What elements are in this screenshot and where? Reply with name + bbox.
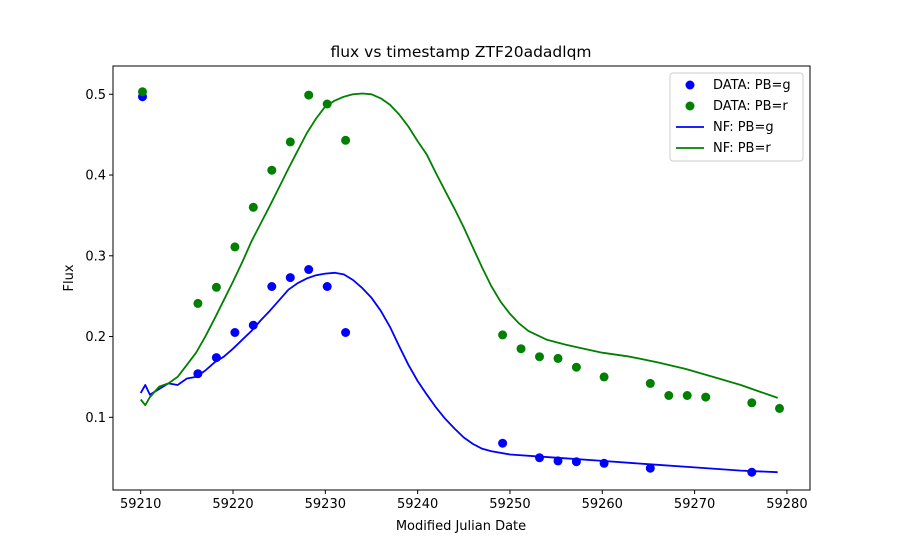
data-point-data-pb-r	[701, 392, 711, 402]
data-point-data-pb-r	[211, 282, 221, 292]
series-line-nf-pb-r	[139, 92, 778, 407]
y-tick-label: 0.1	[85, 411, 106, 426]
data-point-data-pb-r	[285, 137, 295, 147]
x-tick-label: 59260	[582, 497, 623, 512]
legend-label-data-r: DATA: PB=r	[713, 99, 788, 114]
legend-box	[669, 72, 804, 162]
legend-marker-data-g	[685, 80, 695, 90]
data-point-data-pb-r	[193, 298, 203, 308]
data-point-data-pb-g	[553, 456, 563, 466]
y-tick-label: 0.4	[85, 169, 106, 184]
x-axis-label: Modified Julian Date	[396, 519, 526, 534]
data-point-data-pb-g	[322, 282, 332, 291]
data-point-data-pb-g	[599, 458, 609, 468]
legend-marker-data-r	[685, 101, 695, 111]
data-point-data-pb-r	[248, 202, 258, 212]
data-point-data-pb-r	[138, 87, 147, 97]
legend-label-nf-g: NF: PB=g	[713, 120, 774, 135]
data-point-data-pb-g	[747, 467, 757, 477]
data-point-data-pb-g	[571, 457, 581, 467]
legend-label-data-g: DATA: PB=g	[713, 78, 791, 93]
data-point-data-pb-g	[535, 453, 544, 463]
data-point-data-pb-r	[304, 90, 314, 100]
data-point-data-pb-g	[211, 353, 221, 363]
y-axis-label: Flux	[62, 264, 77, 291]
data-point-data-pb-r	[664, 391, 674, 400]
legend-label-nf-r: NF: PB=r	[713, 141, 771, 156]
chart-title: flux vs timestamp ZTF20adadlqm	[330, 43, 591, 61]
data-point-data-pb-r	[553, 353, 563, 363]
data-point-data-pb-g	[285, 273, 295, 283]
data-point-data-pb-g	[304, 265, 314, 274]
data-point-data-pb-g	[341, 328, 351, 337]
x-tick-label: 59270	[674, 497, 715, 512]
data-point-data-pb-g	[193, 369, 203, 379]
series-layer	[138, 87, 784, 477]
x-tick-label: 59280	[766, 497, 807, 512]
x-tick-label: 59240	[397, 497, 438, 512]
legend: DATA: PB=g DATA: PB=r NF: PB=g NF: PB=r	[669, 72, 804, 162]
data-point-data-pb-r	[645, 378, 655, 388]
data-point-data-pb-g	[645, 463, 655, 473]
x-tick-label: 59230	[305, 497, 346, 512]
data-point-data-pb-g	[267, 282, 277, 291]
data-point-data-pb-r	[682, 391, 692, 400]
data-point-data-pb-r	[516, 344, 526, 354]
data-point-data-pb-g	[230, 328, 240, 337]
data-point-data-pb-r	[571, 362, 581, 372]
x-tick-label: 59250	[489, 497, 530, 512]
data-point-data-pb-g	[248, 320, 258, 330]
data-point-data-pb-r	[341, 135, 351, 145]
data-point-data-pb-r	[599, 372, 609, 382]
x-axis: 59210 59220 59230 59240 59250 59260 59270 59280	[120, 490, 808, 512]
data-point-data-pb-r	[747, 398, 757, 408]
data-point-data-pb-r	[775, 403, 784, 413]
data-point-data-pb-r	[322, 99, 332, 109]
axes-frame	[112, 65, 811, 491]
data-point-data-pb-r	[230, 242, 240, 252]
x-tick-label: 59220	[212, 497, 253, 512]
data-point-data-pb-r	[535, 352, 544, 362]
data-point-data-pb-r	[267, 165, 277, 175]
y-axis: 0.1 0.2 0.3 0.4 0.5	[85, 88, 113, 426]
series-line-nf-pb-g	[139, 271, 778, 474]
data-point-data-pb-r	[498, 330, 508, 340]
y-tick-label: 0.5	[85, 88, 106, 103]
y-tick-label: 0.2	[85, 330, 106, 345]
y-tick-label: 0.3	[85, 249, 106, 264]
data-point-data-pb-g	[498, 438, 508, 448]
x-tick-label: 59210	[120, 497, 161, 512]
